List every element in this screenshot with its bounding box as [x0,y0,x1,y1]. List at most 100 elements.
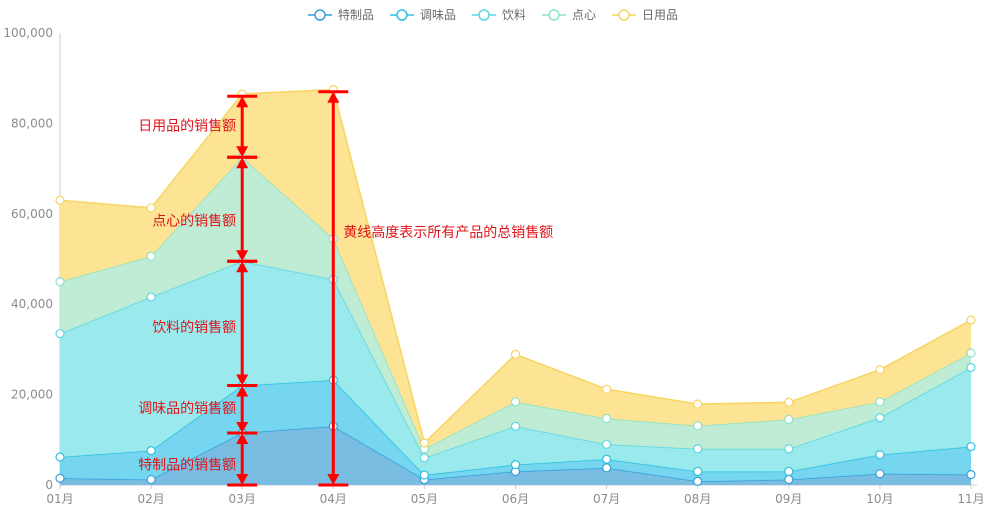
data-point [146,251,156,261]
annotation-label: 特制品的销售额 [138,458,236,474]
area-点心 [60,157,971,458]
annotation: 调味品的销售额 [138,384,258,435]
data-point [601,439,612,449]
data-point [510,460,521,470]
legend: 特制品 调味品 饮料 点心 日用品 [308,7,678,22]
annotation-label: 黄线高度表示所有产品的总销售额 [343,224,553,241]
data-point [966,348,976,358]
x-tick-label: 04月 [320,492,347,506]
legend-item: 特制品 [308,7,374,22]
arrow-head [236,422,249,434]
x-tick-label: 06月 [502,492,529,506]
data-point [875,469,885,479]
x-tick-label: 02月 [137,492,164,506]
annotation: 黄线高度表示所有产品的总销售额 [318,90,553,487]
data-point [601,413,612,424]
y-tick-label: 100,000 [3,26,53,40]
y-tick-label: 60,000 [11,207,53,221]
y-tick-label: 40,000 [11,297,53,311]
arrow-head [236,374,249,386]
arrow-head [236,433,249,445]
data-point [966,362,976,373]
data-point [510,421,521,431]
arrow-head [236,385,249,397]
arrow-head [236,261,249,273]
data-point [693,466,703,477]
legend-item: 点心 [542,8,596,22]
legend-item: 调味品 [390,8,456,22]
legend-label: 特制品 [338,7,374,22]
x-tick-label: 09月 [775,492,802,506]
legend-label: 日用品 [642,8,678,22]
data-point [510,349,521,359]
legend-item: 饮料 [472,8,526,22]
arrow-head [327,474,340,485]
data-point [419,453,429,463]
x-tick-label: 07月 [593,492,620,506]
legend-label: 点心 [572,8,596,22]
data-point [693,421,703,431]
x-tick-label: 03月 [229,492,256,506]
data-point [784,474,794,485]
annotation-label: 点心的销售额 [152,214,236,230]
arrow-head [327,91,340,103]
data-point [146,446,156,456]
arrow-head [236,250,249,262]
data-point [966,441,976,452]
data-point [784,397,794,407]
areas-layer [59,88,972,485]
data-point [601,384,612,394]
x-tick-label: 08月 [684,492,711,506]
x-tick-label: 01月 [46,492,73,506]
data-point [146,474,156,485]
annotation: 特制品的销售额 [138,431,258,487]
area-调味品 [60,380,971,482]
data-point [146,203,156,213]
data-point [784,414,794,425]
annotation-label: 调味品的销售额 [138,401,236,417]
data-point [784,444,794,454]
y-tick-label: 20,000 [11,388,53,402]
data-point [875,397,885,407]
data-point [601,454,612,464]
arrow-head [236,474,249,485]
data-point [875,365,885,375]
data-point [875,450,885,460]
data-point [55,473,65,483]
data-point [875,413,885,423]
data-point [55,277,65,287]
annotation-label: 饮料的销售额 [152,320,236,336]
data-point [419,438,429,448]
data-point [784,466,794,477]
legend-marker [618,9,630,21]
x-tick-label: 11月 [957,492,984,506]
data-point [601,463,612,473]
arrow-head [236,146,249,158]
annotation: 饮料的销售额 [152,259,258,388]
data-point [419,470,429,480]
annotation-label: 日用品的销售额 [138,119,236,135]
data-point [510,397,521,407]
area-特制品 [60,426,971,485]
legend-label: 调味品 [420,8,456,22]
legend-marker [396,9,408,21]
arrow-head [236,157,249,169]
y-tick-label: 80,000 [11,116,53,130]
data-point [146,292,156,302]
data-point [55,328,65,339]
data-point [55,452,65,462]
legend-marker [548,9,560,21]
legend-marker [314,9,326,21]
legend-label: 饮料 [502,8,526,22]
arrow-head [236,96,249,108]
legend-item: 日用品 [612,8,678,22]
y-tick-label: 0 [45,478,53,492]
area-饮料 [60,261,971,476]
x-tick-label: 05月 [411,492,438,506]
x-tick-label: 10月 [866,492,893,506]
data-point [55,195,65,205]
data-point [693,444,703,454]
